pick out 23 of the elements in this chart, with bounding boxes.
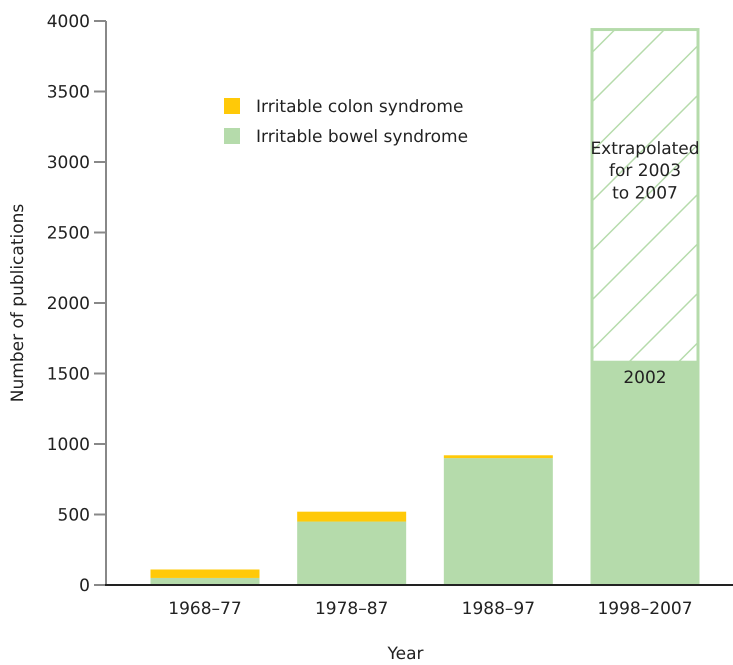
annotation: 2002 [623, 368, 667, 388]
x-tick-label: 1978–87 [314, 599, 388, 619]
y-tick-label: 500 [58, 505, 90, 526]
y-axis-title: Number of publications [8, 204, 28, 402]
x-tick-label: 1968–77 [168, 599, 242, 619]
legend-label: Irritable colon syndrome [256, 96, 464, 117]
legend-label: Irritable bowel syndrome [256, 126, 468, 147]
y-tick-label: 3500 [46, 82, 90, 102]
y-tick-label: 1000 [46, 434, 90, 455]
bar [297, 512, 406, 522]
bar [444, 458, 553, 585]
y-tick-label: 1500 [46, 364, 90, 384]
x-axis-title: Year [386, 644, 424, 664]
y-tick-label: 4000 [46, 12, 90, 32]
x-tick-label: 1998–2007 [597, 599, 693, 619]
x-tick-label: 1988–97 [462, 599, 536, 619]
y-tick-label: 3000 [46, 152, 90, 173]
y-tick-label: 2000 [46, 294, 90, 314]
annotation: Extrapolated for 2003 to 2007 [590, 139, 700, 204]
y-tick-label: 0 [79, 576, 90, 596]
bar [297, 522, 406, 585]
y-tick-label: 2500 [46, 223, 90, 244]
bar [150, 569, 260, 578]
